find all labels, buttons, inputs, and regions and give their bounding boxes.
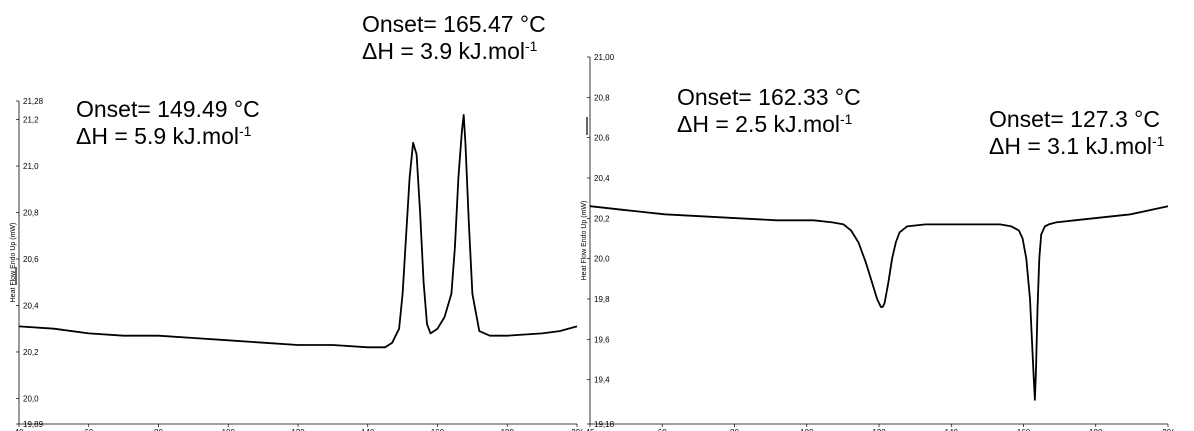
right-x-tick-label: 45 <box>586 428 595 431</box>
right-chart: 21,00 20,8 20,6 20,4 20,2 20,0 19,8 19,6 19,4 19,… <box>581 53 1174 431</box>
right-x-tick-label: 60 <box>658 428 667 431</box>
right-x-tick-label: 80 <box>730 428 739 431</box>
right-x-tick-label: 100 <box>800 428 814 431</box>
left-annotation-2-dh: ΔH = 3.9 kJ.mol-1 <box>362 38 538 64</box>
left-x-tick-label: 100 <box>222 428 236 431</box>
right-y-tick-label: 21,00 <box>594 53 615 62</box>
right-y-tick-label: 19,18 <box>594 420 615 429</box>
right-y-tick-label: 19,6 <box>594 335 610 344</box>
right-y-tick-label: 20,6 <box>594 134 610 143</box>
right-series-line-0 <box>589 205 1169 401</box>
right-x-tick-label: 20( <box>1162 428 1174 431</box>
left-y-tick-label: 21,2 <box>23 116 39 125</box>
right-chart-panel: 21,00 20,8 20,6 20,4 20,2 20,0 19,8 19,6 19,4 19,… <box>581 0 1194 431</box>
left-x-tick-label: 80 <box>154 428 163 431</box>
right-annotation-2-dh: ΔH = 3.1 kJ.mol-1 <box>989 133 1165 159</box>
left-y-tick-label: 20,4 <box>23 301 39 310</box>
left-annotation-2: Onset= 165.47 °C ΔH = 3.9 kJ.mol-1 <box>362 11 546 65</box>
right-annotation-1-dh: ΔH = 2.5 kJ.mol-1 <box>677 111 853 137</box>
left-x-tick-label: 40 <box>15 428 24 431</box>
right-x-tick-label: 160 <box>1017 428 1031 431</box>
left-x-tick-label: 180 <box>501 428 515 431</box>
left-y-tick-label: 20,2 <box>23 348 39 357</box>
right-y-tick-label: 19,8 <box>594 295 610 304</box>
left-annotation-1-onset: Onset= 149.49 °C <box>76 96 260 122</box>
right-y-tick-label: 20,8 <box>594 93 610 102</box>
right-annotation-1-onset: Onset= 162.33 °C <box>677 84 861 110</box>
left-y-tick-label: 19,89 <box>23 420 44 429</box>
left-y-tick-label: 20,6 <box>23 255 39 264</box>
right-x-tick-label: 140 <box>945 428 959 431</box>
right-y-tick-label: 20,4 <box>594 174 610 183</box>
left-chart: 21,28 21,2 21,0 20,8 20,6 20,4 20,2 20,0 19,8940… <box>10 97 583 431</box>
left-x-tick-label: 120 <box>291 428 305 431</box>
left-x-tick-label: 60 <box>84 428 93 431</box>
right-x-tick-label: 180 <box>1089 428 1103 431</box>
left-annotation-1: Onset= 149.49 °C ΔH = 5.9 kJ.mol-1 <box>76 96 260 150</box>
left-series-line-0 <box>18 114 578 349</box>
left-chart-panel: 21,28 21,2 21,0 20,8 20,6 20,4 20,2 20,0 19,8940… <box>0 0 585 431</box>
left-y-tick-label: 21,28 <box>23 97 44 106</box>
left-annotation-1-dh: ΔH = 5.9 kJ.mol-1 <box>76 123 252 149</box>
right-annotation-1: Onset= 162.33 °C ΔH = 2.5 kJ.mol-1 <box>677 84 861 138</box>
left-annotation-2-onset: Onset= 165.47 °C <box>362 11 546 37</box>
right-y-tick-label: 20,0 <box>594 255 610 264</box>
right-y-tick-label: 19,4 <box>594 376 610 385</box>
right-annotation-2: Onset= 127.3 °C ΔH = 3.1 kJ.mol-1 <box>989 106 1164 160</box>
right-x-tick-label: 120 <box>872 428 886 431</box>
right-y-axis-title: Heat Flow Endo Up (mW) <box>581 201 588 281</box>
left-x-tick-label: 20( <box>571 428 583 431</box>
right-y-tick-label: 20,2 <box>594 214 610 223</box>
left-x-tick-label: 140 <box>361 428 375 431</box>
left-y-tick-label: 20,0 <box>23 394 39 403</box>
right-annotation-2-onset: Onset= 127.3 °C <box>989 106 1160 132</box>
left-y-tick-label: 21,0 <box>23 162 39 171</box>
left-y-tick-label: 20,8 <box>23 209 39 218</box>
left-x-tick-label: 160 <box>431 428 445 431</box>
left-y-axis-title: Heat Flow Endo Up (mW) <box>10 223 17 303</box>
